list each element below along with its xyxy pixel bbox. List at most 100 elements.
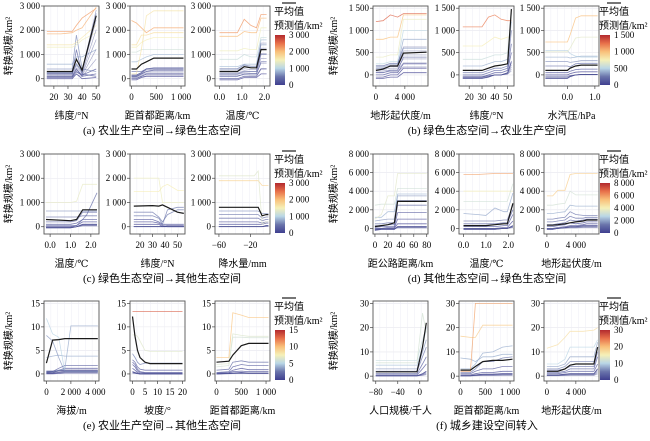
x-tick-label: −20 <box>243 240 258 250</box>
y-tick-label: 0 <box>122 222 127 232</box>
ice-line <box>218 217 269 222</box>
ice-line <box>546 347 598 370</box>
ice-line <box>374 226 427 231</box>
panel-f: 转换规模/km² 0 10 20 30 −80 −40 0 人口规模/千人 0 10 20 30 0 500… <box>327 297 648 432</box>
ice-line <box>546 215 598 223</box>
ice-line <box>216 312 269 358</box>
ice-line <box>463 192 514 216</box>
x-axis-label: 降水量/mm <box>218 257 267 270</box>
x-tick-label: 2.0 <box>259 92 271 102</box>
y-tick-label: 0 <box>365 371 370 381</box>
legend-mean-label: 平均值 <box>599 300 629 313</box>
colorbar-tick-label: 2 000 <box>614 216 635 226</box>
x-tick-label: −60 <box>212 240 227 250</box>
ice-line <box>132 371 183 375</box>
ice-line <box>375 339 427 370</box>
colorbar-tick-label: 30 <box>614 325 624 335</box>
ice-line <box>374 188 427 206</box>
ice-line <box>462 14 512 28</box>
colorbar-tick-label: 1 000 <box>289 63 310 73</box>
y-tick-label: 500 <box>527 48 541 58</box>
y-tick-label: 8 000 <box>435 149 456 159</box>
ice-line <box>375 29 427 65</box>
legend-mean-label: 平均值 <box>274 5 304 18</box>
y-tick-label: 1 000 <box>20 49 41 59</box>
colorbar-tick-label: 2 000 <box>289 195 310 205</box>
y-tick-label: 2 000 <box>106 25 127 35</box>
mean-line <box>463 203 514 227</box>
colorbar-tick-label: 0 <box>289 375 294 385</box>
ice-line <box>546 327 598 349</box>
ice-line <box>546 363 598 375</box>
x-tick-label: −80 <box>369 387 384 397</box>
ice-line <box>546 211 598 220</box>
y-tick-label: 4 000 <box>520 186 541 196</box>
ice-line <box>46 49 97 77</box>
ice-line <box>375 67 427 78</box>
ice-line <box>463 214 514 227</box>
legend-mean-label: 平均值 <box>599 5 629 18</box>
x-tick-label: 0.0 <box>562 92 574 102</box>
ice-line <box>216 333 269 365</box>
mean-line <box>131 57 184 70</box>
x-tick-label: 40 <box>396 240 406 250</box>
legend-pred-label: 预测值/km² <box>274 19 323 32</box>
ice-line <box>46 221 97 228</box>
y-tick-label: 20 <box>446 323 456 333</box>
x-tick-label: 20 <box>383 240 393 250</box>
ice-line <box>46 73 97 80</box>
y-axis-label: 转换规模/km² <box>2 312 15 371</box>
plot-frame <box>543 5 600 87</box>
plot-frame <box>129 5 186 87</box>
y-tick-label: 1 000 <box>191 49 212 59</box>
colorbar <box>600 35 610 85</box>
x-tick-label: 50 <box>173 240 183 250</box>
y-tick-label: 1 500 <box>520 3 541 13</box>
colorbar <box>275 330 285 380</box>
y-tick-label: 1 000 <box>191 197 212 207</box>
x-tick-label: 0 <box>44 387 49 397</box>
x-tick-label: 4 000 <box>566 240 587 250</box>
x-axis-label: 海拔/m <box>56 404 87 417</box>
subplot-c-1: 0 1 000 2 000 3 000 0.0 1.0 2.0 温度/℃ <box>20 149 100 270</box>
ice-line <box>375 46 427 66</box>
legend-mean-label: 平均值 <box>274 153 304 166</box>
ice-line <box>219 58 267 74</box>
y-tick-label: 1 000 <box>349 25 370 35</box>
x-axis-label: 地形起伏度/m <box>370 109 431 122</box>
x-axis-label: 水汽压/hPa <box>548 109 596 122</box>
x-tick-label: 10 <box>153 387 163 397</box>
colorbar-tick-label: 500 <box>614 63 628 73</box>
x-tick-label: 0 <box>374 92 379 102</box>
ice-line <box>219 44 267 70</box>
y-tick-label: 1 000 <box>106 49 127 59</box>
x-tick-label: 0 <box>130 387 135 397</box>
ice-line <box>375 370 427 376</box>
ice-line <box>218 169 269 225</box>
plot-frame <box>543 300 600 382</box>
subplot-c-2: 0 1 000 2 000 3 000 20 30 40 50 纬度/°N <box>106 149 186 270</box>
ice-line <box>46 35 97 72</box>
ice-line <box>545 68 598 74</box>
mean-line <box>460 358 513 371</box>
ice-line <box>546 204 598 214</box>
ice-line <box>216 367 269 374</box>
ice-line <box>375 50 427 68</box>
y-tick-label: 2 000 <box>20 25 41 35</box>
y-tick-label: 3 000 <box>20 149 41 159</box>
ice-line <box>219 39 267 67</box>
x-tick-label: 1.0 <box>236 92 248 102</box>
x-tick-label: 50 <box>92 92 102 102</box>
y-tick-label: 1 500 <box>435 3 456 13</box>
ice-line <box>375 72 427 79</box>
subplot-b-3: 0 500 1 000 1 500 0.0 1.0 水汽压/hPa <box>520 3 601 122</box>
ice-line <box>375 313 427 364</box>
colorbar <box>275 183 285 233</box>
ice-line <box>374 218 427 229</box>
ice-line <box>545 60 598 63</box>
colorbar <box>600 183 610 233</box>
panel-caption: (f) 城乡建设空间转入 <box>436 418 538 432</box>
